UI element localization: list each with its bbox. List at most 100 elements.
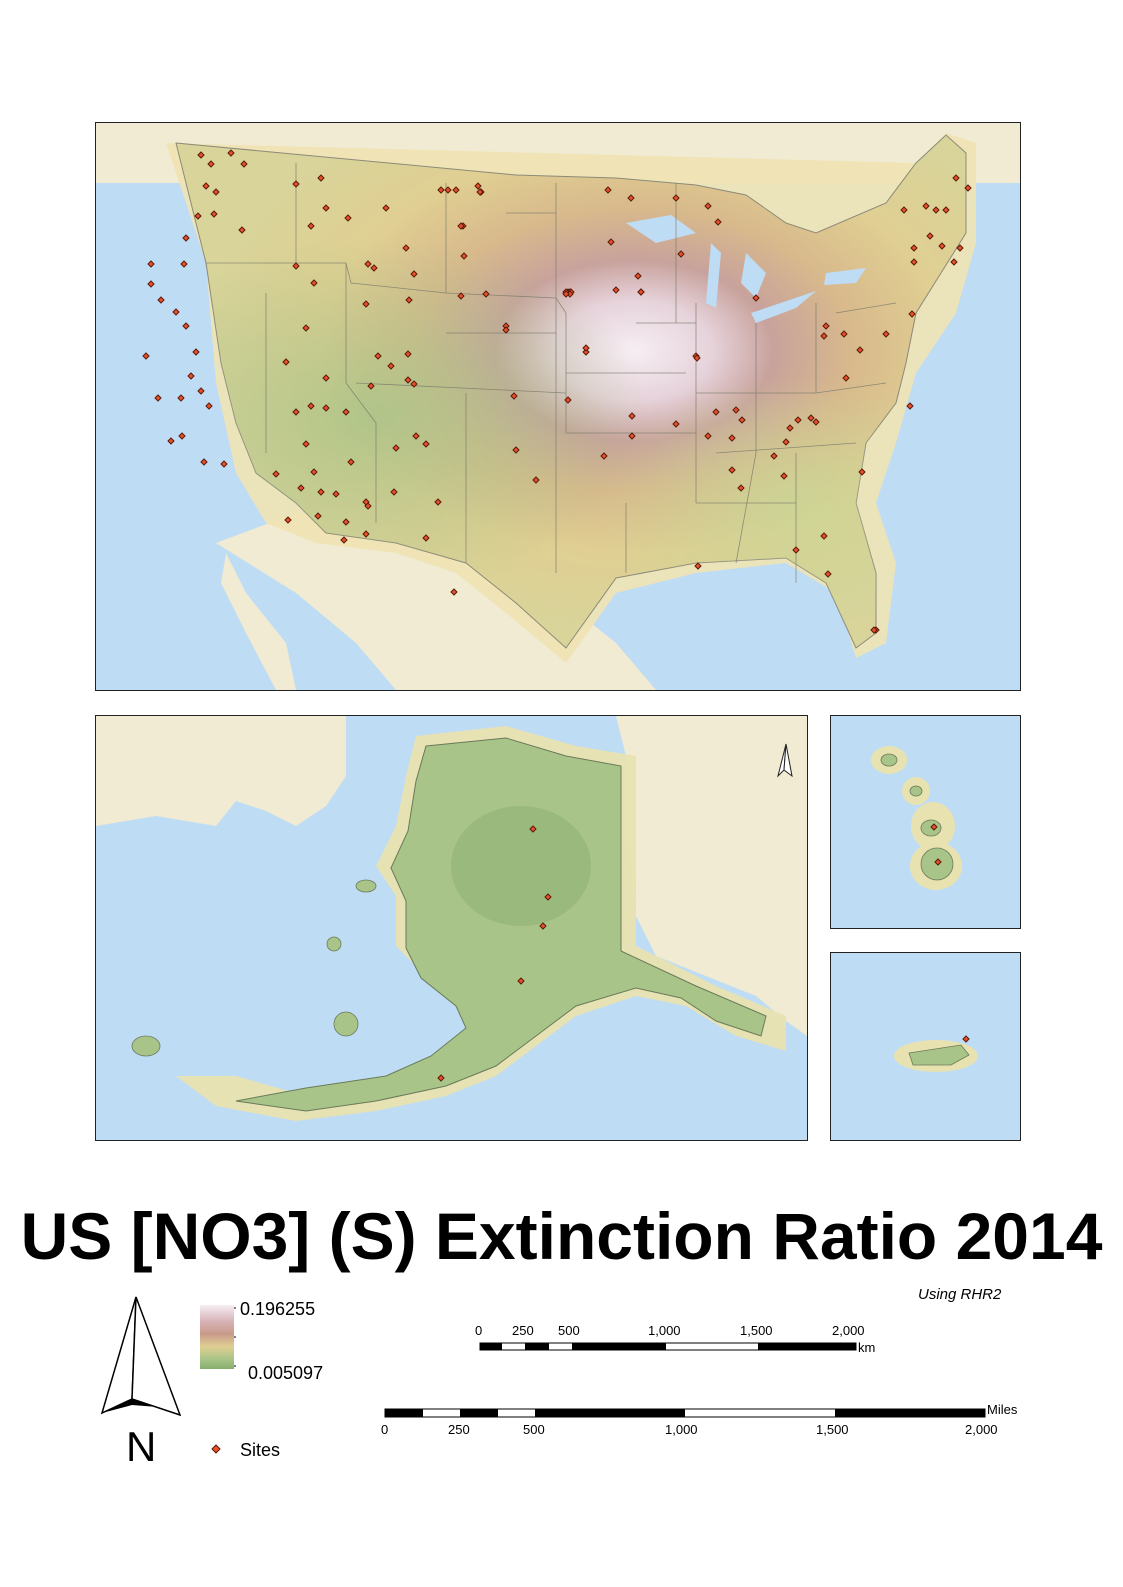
- site-marker: [410, 270, 418, 278]
- site-marker: [856, 346, 864, 354]
- scale-miles-tick: 1,500: [816, 1422, 849, 1437]
- lake-huron: [741, 253, 766, 298]
- site-marker: [167, 437, 175, 445]
- site-marker: [182, 322, 190, 330]
- canada-land: [616, 716, 807, 1036]
- site-marker: [437, 186, 445, 194]
- site-marker: [672, 420, 680, 428]
- site-marker: [404, 350, 412, 358]
- site-marker: [364, 502, 372, 510]
- site-marker: [197, 387, 205, 395]
- site-marker: [738, 416, 746, 424]
- site-marker: [282, 358, 290, 366]
- site-marker: [930, 823, 938, 831]
- scale-miles-tick: 0: [381, 1422, 388, 1437]
- site-marker: [476, 188, 484, 196]
- site-marker: [272, 470, 280, 478]
- site-marker: [412, 432, 420, 440]
- site-marker: [910, 244, 918, 252]
- site-marker: [200, 458, 208, 466]
- site-marker: [672, 194, 680, 202]
- site-marker: [332, 490, 340, 498]
- site-marker: [434, 498, 442, 506]
- site-marker: [922, 202, 930, 210]
- site-marker: [310, 468, 318, 476]
- site-marker: [906, 402, 914, 410]
- site-marker: [404, 376, 412, 384]
- site-marker: [317, 174, 325, 182]
- site-marker: [220, 460, 228, 468]
- site-marker: [482, 290, 490, 298]
- site-marker: [182, 234, 190, 242]
- site-marker: [382, 204, 390, 212]
- north-arrow-label: N: [126, 1423, 156, 1465]
- site-marker: [310, 279, 318, 287]
- north-arrow-right-half: [131, 1296, 182, 1417]
- site-marker: [194, 212, 202, 220]
- site-marker: [502, 326, 510, 334]
- site-marker: [444, 186, 452, 194]
- site-marker: [942, 206, 950, 214]
- legend-color-ramp: [200, 1305, 236, 1369]
- method-note: Using RHR2: [918, 1286, 1002, 1303]
- site-marker: [728, 434, 736, 442]
- scale-bar-km: 0 250 500 1,000 1,500 2,000 km: [475, 1323, 875, 1355]
- site-marker: [637, 288, 645, 296]
- site-marker: [714, 218, 722, 226]
- site-marker: [786, 424, 794, 432]
- site-marker: [812, 418, 820, 426]
- site-marker: [882, 330, 890, 338]
- scale-km-tick: 1,000: [648, 1323, 681, 1338]
- site-marker: [858, 468, 866, 476]
- site-marker: [934, 858, 942, 866]
- site-marker: [582, 348, 590, 356]
- site-marker: [284, 516, 292, 524]
- site-marker: [405, 296, 413, 304]
- scale-km-tick: 500: [558, 1323, 580, 1338]
- site-marker: [600, 452, 608, 460]
- site-marker: [340, 536, 348, 544]
- site-marker: [822, 322, 830, 330]
- site-marker: [362, 300, 370, 308]
- site-marker: [314, 512, 322, 520]
- scale-km-tick: 250: [512, 1323, 534, 1338]
- site-marker: [712, 408, 720, 416]
- lake-michigan: [706, 243, 721, 308]
- site-marker: [694, 562, 702, 570]
- scale-miles-tick: 500: [523, 1422, 545, 1437]
- site-marker: [205, 402, 213, 410]
- site-marker: [178, 432, 186, 440]
- site-marker: [187, 372, 195, 380]
- site-marker: [410, 380, 418, 388]
- site-marker: [964, 184, 972, 192]
- site-marker: [956, 244, 964, 252]
- scale-bar-km-ticks: 0 250 500 1,000 1,500 2,000: [475, 1323, 865, 1338]
- site-marker: [437, 1074, 445, 1082]
- site-marker: [840, 330, 848, 338]
- state-borders: [206, 163, 897, 583]
- site-marker: [177, 394, 185, 402]
- site-marker: [362, 530, 370, 538]
- map-frame-contiguous-us[interactable]: [95, 122, 1021, 691]
- site-marker: [390, 488, 398, 496]
- site-marker: [297, 484, 305, 492]
- site-marker: [364, 260, 372, 268]
- map-frame-puerto-rico[interactable]: [830, 952, 1021, 1141]
- site-marker: [192, 348, 200, 356]
- site-marker: [677, 250, 685, 258]
- scale-miles-unit: Miles: [987, 1402, 1018, 1417]
- map-frame-alaska[interactable]: [95, 715, 808, 1141]
- site-marker: [154, 394, 162, 402]
- site-marker: [900, 206, 908, 214]
- north-arrow: N: [100, 1296, 182, 1465]
- hawaii-map: [871, 746, 962, 890]
- site-marker: [342, 408, 350, 416]
- map-frame-hawaii[interactable]: [830, 715, 1021, 929]
- legend-min-label: 0.005097: [248, 1363, 324, 1383]
- site-marker: [950, 258, 958, 266]
- site-marker: [842, 374, 850, 382]
- map-title: US [NO3] (S) Extinction Ratio 2014: [20, 1199, 1103, 1273]
- site-marker: [704, 432, 712, 440]
- site-marker: [604, 186, 612, 194]
- site-marker: [532, 476, 540, 484]
